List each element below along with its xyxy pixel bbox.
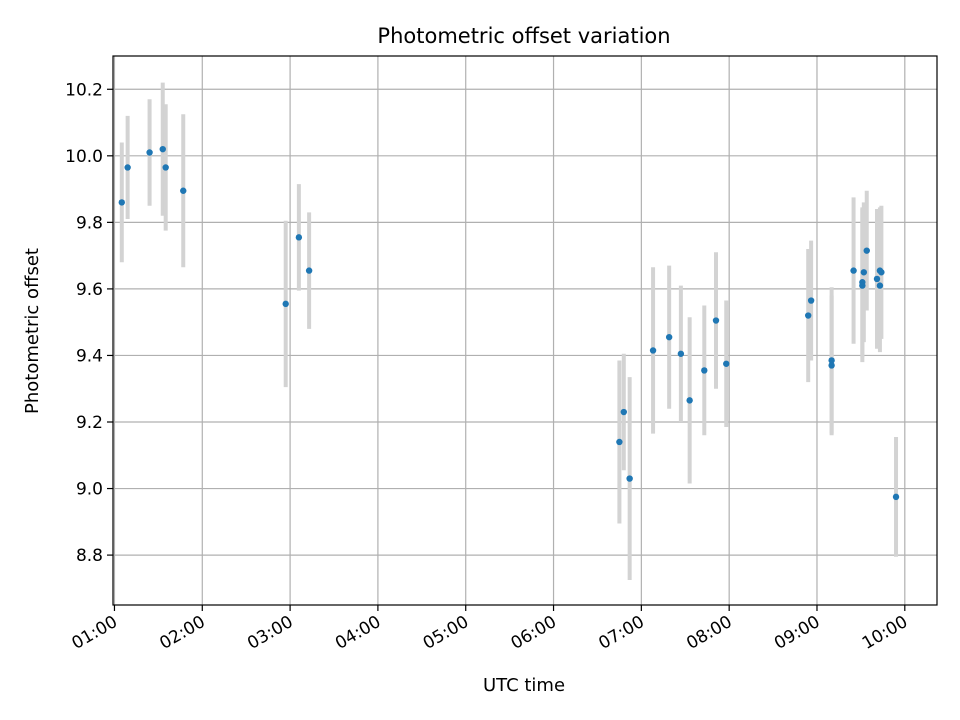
data-point xyxy=(873,275,881,283)
data-point xyxy=(616,438,623,446)
data-point xyxy=(828,357,835,364)
data-point xyxy=(860,269,868,276)
data-point xyxy=(649,347,657,354)
grid xyxy=(113,56,937,605)
y-tick-label: 10.0 xyxy=(65,147,103,167)
data-point xyxy=(805,312,812,319)
data-point xyxy=(124,164,131,171)
y-tick-label: 8.8 xyxy=(76,546,103,566)
data-point xyxy=(807,297,815,304)
data-point xyxy=(626,475,633,482)
y-axis-ticks: 8.8 9.0 9.2 9.4 9.6 9.8 10.0 10.2 xyxy=(65,80,113,566)
data-point xyxy=(118,199,125,206)
data-point xyxy=(712,317,720,324)
data-point xyxy=(665,333,673,341)
data-point xyxy=(863,247,870,254)
data-points xyxy=(118,145,900,501)
x-axis-label: UTC time xyxy=(483,675,565,696)
data-point xyxy=(295,234,303,241)
data-point xyxy=(180,187,187,194)
data-point xyxy=(859,282,866,289)
data-point xyxy=(162,164,169,171)
data-point xyxy=(850,267,857,274)
data-point xyxy=(828,362,835,369)
plot-frame xyxy=(112,55,938,606)
y-tick-label: 9.2 xyxy=(76,413,103,433)
chart-title: Photometric offset variation xyxy=(377,24,670,48)
y-axis-label: Photometric offset xyxy=(22,248,43,414)
data-point xyxy=(723,360,730,367)
y-tick-label: 9.6 xyxy=(76,280,103,300)
y-tick-label: 9.0 xyxy=(76,480,103,500)
y-tick-label: 9.4 xyxy=(76,346,103,366)
data-point xyxy=(876,282,884,289)
data-point xyxy=(146,149,153,156)
data-point xyxy=(701,367,708,374)
data-point xyxy=(305,267,313,274)
y-tick-label: 10.2 xyxy=(65,80,103,100)
y-tick-label: 9.8 xyxy=(76,213,103,233)
data-point xyxy=(878,269,885,276)
data-point xyxy=(892,493,900,501)
data-point xyxy=(620,408,627,416)
data-point xyxy=(282,300,289,308)
data-point xyxy=(677,350,685,357)
data-point xyxy=(159,145,166,153)
data-point xyxy=(686,397,693,404)
